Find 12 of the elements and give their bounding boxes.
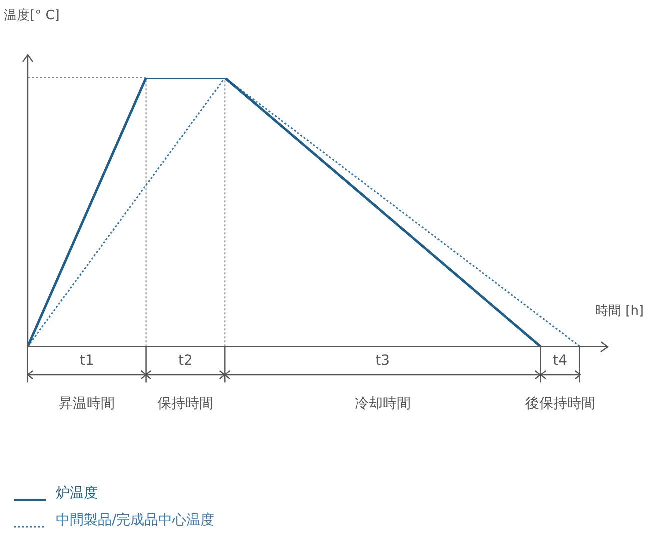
x-axis-title: 時間 [h] [595,304,644,319]
legend-label: 炉温度 [56,486,98,502]
text: 冷却時間 [354,396,411,412]
y-axis-title: 温度[° C] [4,7,60,24]
legend-label: 中間製品/完成品中心温度 [56,512,215,529]
text: 後保持時間 [525,396,596,412]
text: t2 [178,353,193,370]
text: 保持時間 [158,396,214,412]
text: t4 [553,353,568,370]
text: t3 [376,353,390,370]
text: 昇温時間 [59,396,116,412]
text: t1 [80,353,94,370]
